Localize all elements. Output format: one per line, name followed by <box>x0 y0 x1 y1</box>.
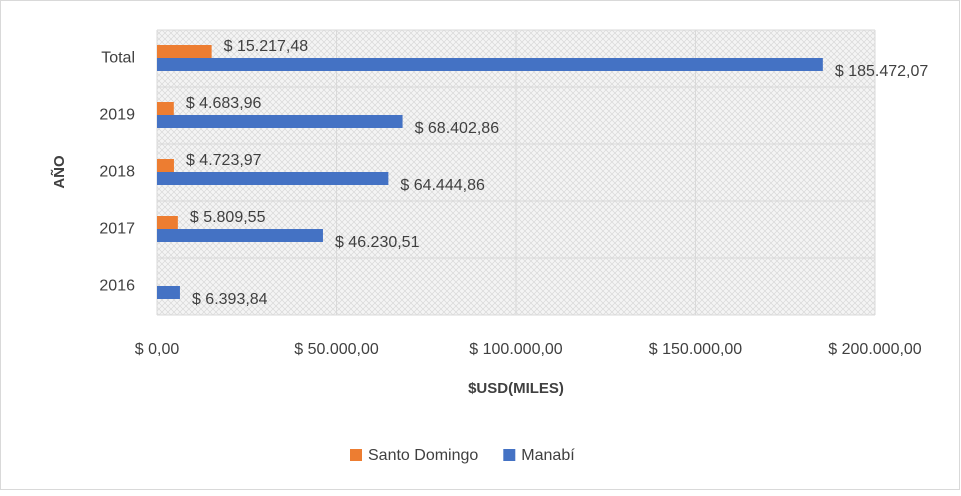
data-label: $ 185.472,07 <box>835 63 929 80</box>
data-label: $ 5.809,55 <box>190 209 266 226</box>
x-axis-title: $USD(MILES) <box>468 380 564 397</box>
bar <box>157 229 323 242</box>
data-label: $ 4.683,96 <box>186 95 262 112</box>
data-label: $ 15.217,48 <box>224 38 309 55</box>
legend-swatch <box>350 449 362 461</box>
x-tick-label: $ 50.000,00 <box>294 341 379 358</box>
data-label: $ 4.723,97 <box>186 152 262 169</box>
data-label: $ 68.402,86 <box>415 120 500 137</box>
y-tick-label: 2017 <box>99 221 135 238</box>
data-label: $ 6.393,84 <box>192 291 268 308</box>
x-tick-label: $ 100.000,00 <box>469 341 563 358</box>
bar <box>157 216 178 229</box>
x-tick-label: $ 0,00 <box>135 341 180 358</box>
bar <box>157 58 823 71</box>
bar <box>157 172 389 185</box>
legend-swatch <box>503 449 516 461</box>
y-tick-label: Total <box>101 50 135 67</box>
y-tick-label: 2019 <box>99 107 135 124</box>
bar <box>157 286 180 299</box>
y-tick-label: 2018 <box>99 164 135 181</box>
legend-label: Manabí <box>521 447 575 464</box>
bar <box>157 45 212 58</box>
legend-label: Santo Domingo <box>368 447 478 464</box>
bar <box>157 115 403 128</box>
y-axis-title: AÑO <box>50 155 68 189</box>
data-label: $ 46.230,51 <box>335 234 420 251</box>
y-tick-label: 2016 <box>99 278 135 295</box>
data-label: $ 64.444,86 <box>400 177 485 194</box>
bar <box>157 102 174 115</box>
x-tick-label: $ 200.000,00 <box>828 341 922 358</box>
x-tick-label: $ 150.000,00 <box>649 341 743 358</box>
bar <box>157 159 174 172</box>
